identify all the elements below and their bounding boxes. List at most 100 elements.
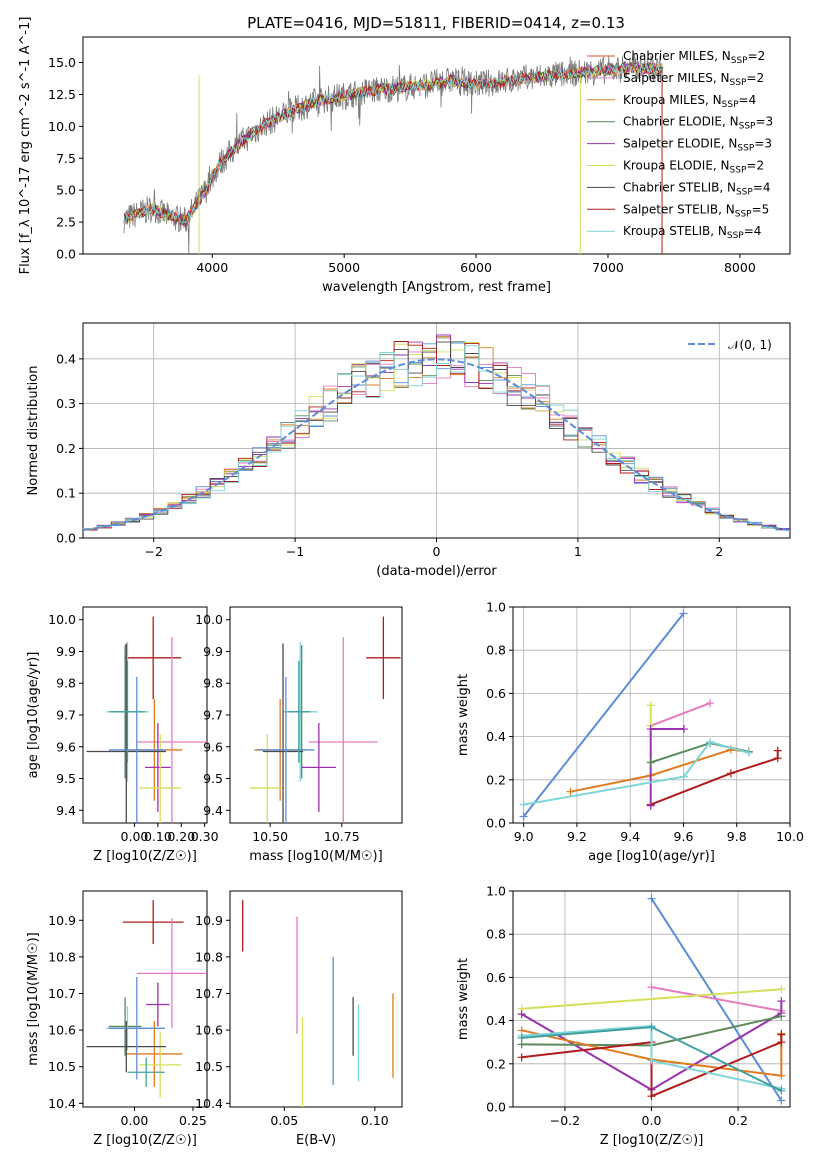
legend-entry: Chabrier STELIB, NSSP=4 bbox=[623, 180, 771, 197]
x-tick-label: 9.0 bbox=[514, 829, 534, 844]
residuals-panel: −2 −1 0 1 2 0.0 0.1 0.2 0.3 0.4 (data-model)/error… bbox=[26, 322, 791, 579]
error-bar-point bbox=[108, 977, 165, 1080]
x-tick-label: 10.50 bbox=[252, 829, 288, 844]
x-axis-label: E(B-V) bbox=[296, 1133, 336, 1148]
plus-marker bbox=[706, 738, 715, 746]
x-axis-label: wavelength [Angstrom, rest frame] bbox=[322, 280, 551, 295]
weight_vs_age-plot-area bbox=[519, 609, 782, 821]
spectrum-plot-area bbox=[123, 53, 664, 254]
x-tick-label: 9.6 bbox=[674, 829, 694, 844]
axes-frame bbox=[512, 606, 791, 824]
error-bar-point bbox=[122, 900, 184, 945]
y-axis-label: Normed distribution bbox=[26, 366, 41, 496]
age_vs_mass-panel: 10.50 10.75 9.4 9.5 9.6 9.7 9.8 9.9 10.0 mass [lo… bbox=[195, 606, 403, 864]
x-tick-label: 9.2 bbox=[567, 829, 587, 844]
plus-marker bbox=[777, 1086, 786, 1095]
model-fit-line bbox=[123, 62, 663, 225]
mass-weight-series-line bbox=[523, 740, 749, 806]
legend-entry: Kroupa STELIB, NSSP=4 bbox=[623, 224, 761, 241]
y-axis-label: mass weight bbox=[456, 958, 471, 1040]
y-tick-label: 0.2 bbox=[486, 1056, 506, 1071]
figure-title: PLATE=0416, MJD=51811, FIBERID=0414, z=0… bbox=[247, 14, 625, 32]
x-tick-label: 8000 bbox=[724, 260, 756, 275]
y-tick-label: 0.4 bbox=[486, 1013, 506, 1028]
y-tick-label: 9.9 bbox=[56, 644, 76, 659]
y-tick-label: 10.4 bbox=[195, 1096, 223, 1111]
mass-weight-series-line bbox=[650, 702, 711, 727]
y-tick-label: 0.6 bbox=[486, 970, 506, 985]
axes-frame bbox=[229, 890, 403, 1108]
axes-frame bbox=[82, 890, 208, 1108]
mass-weight-series-line bbox=[521, 1024, 782, 1090]
weight_vs_Z-plot-area bbox=[517, 894, 786, 1105]
y-tick-label: 10.0 bbox=[48, 119, 76, 134]
x-axis-label: (data-model)/error bbox=[376, 564, 497, 579]
y-tick-label: 0.8 bbox=[486, 927, 506, 942]
error-bar-point bbox=[86, 1020, 167, 1073]
y-tick-label: 10.5 bbox=[48, 1059, 76, 1074]
x-tick-label: 0.00 bbox=[121, 829, 149, 844]
error-bar-point bbox=[136, 918, 207, 1029]
residual-histogram bbox=[83, 351, 790, 531]
y-tick-label: 0.0 bbox=[486, 1100, 506, 1115]
x-axis-label: mass [log10(M/M☉)] bbox=[249, 849, 382, 864]
model-fit-line bbox=[123, 63, 663, 228]
model-fit-line bbox=[123, 62, 663, 226]
y-tick-label: 2.5 bbox=[56, 215, 76, 230]
y-tick-label: 1.0 bbox=[486, 884, 506, 899]
x-tick-label: −1 bbox=[286, 544, 304, 559]
plus-marker bbox=[517, 1033, 526, 1042]
y-tick-label: 10.0 bbox=[48, 612, 76, 627]
plus-marker bbox=[646, 801, 655, 810]
axes-frame bbox=[512, 890, 791, 1108]
error-bar-point bbox=[262, 643, 304, 823]
plus-marker bbox=[517, 1010, 526, 1019]
legend-entry: Salpeter ELODIE, NSSP=3 bbox=[623, 137, 772, 154]
y-tick-label: 0.3 bbox=[56, 396, 76, 411]
observed-spectrum-line bbox=[123, 53, 664, 254]
y-tick-label: 0.4 bbox=[486, 729, 506, 744]
plus-marker bbox=[679, 772, 688, 781]
legend-entry: Chabrier ELODIE, NSSP=3 bbox=[623, 115, 773, 132]
x-tick-label: 9.4 bbox=[620, 829, 640, 844]
error-bar-point bbox=[287, 661, 311, 763]
y-tick-label: 10.4 bbox=[48, 1096, 76, 1111]
error-bar-point bbox=[126, 1020, 183, 1087]
axes-frame bbox=[229, 606, 403, 824]
plus-marker bbox=[777, 1096, 786, 1105]
plus-marker bbox=[777, 985, 786, 994]
mass-weight-series-line bbox=[521, 1029, 783, 1077]
y-tick-label: 0.6 bbox=[486, 686, 506, 701]
error-bar-point bbox=[109, 661, 145, 763]
error-bar-point bbox=[366, 616, 401, 700]
y-tick-label: 0.4 bbox=[56, 351, 76, 366]
x-tick-label: 0.10 bbox=[144, 829, 172, 844]
plus-marker bbox=[679, 609, 688, 618]
y-tick-label: 9.4 bbox=[56, 803, 76, 818]
y-tick-label: 0.0 bbox=[56, 531, 76, 546]
y-tick-label: 9.4 bbox=[203, 803, 223, 818]
x-axis-label: Z [log10(Z/Z☉)] bbox=[93, 1133, 197, 1148]
plus-marker bbox=[517, 1053, 526, 1062]
plus-marker bbox=[773, 746, 782, 755]
mass-weight-series-line bbox=[570, 748, 749, 793]
y-tick-label: 0.0 bbox=[486, 816, 506, 831]
mass-weight-series-line bbox=[521, 1001, 783, 1091]
x-tick-label: 5000 bbox=[328, 260, 360, 275]
x-tick-label: 6000 bbox=[460, 260, 492, 275]
y-tick-label: 9.5 bbox=[56, 771, 76, 786]
x-axis-label: Z [log10(Z/Z☉)] bbox=[600, 1133, 704, 1148]
plus-marker bbox=[647, 1056, 656, 1065]
plus-marker bbox=[777, 1071, 786, 1080]
legend-entry: Kroupa MILES, NSSP=4 bbox=[623, 93, 756, 110]
error-bar-point bbox=[308, 637, 378, 823]
weight_vs_age-panel: 9.0 9.2 9.4 9.6 9.8 10.0 0.0 0.2 0.4 0.6 0.8 1.0 age… bbox=[456, 600, 804, 865]
x-tick-label: 0.25 bbox=[179, 1113, 207, 1128]
error-bar-point bbox=[136, 637, 207, 823]
error-bar-point bbox=[127, 1057, 165, 1087]
residuals-plot-area bbox=[83, 334, 790, 532]
mass_vs_ebv-panel: 0.05 0.10 10.4 10.5 10.6 10.7 10.8 10.9 E(B-V) bbox=[195, 890, 403, 1148]
axes-frame bbox=[82, 606, 208, 824]
weight_vs_Z-panel: −0.2 0.0 0.2 0.0 0.2 0.4 0.6 0.8 1.0 Z [log10(Z/Z… bbox=[456, 884, 791, 1148]
error-bar-point bbox=[108, 676, 165, 823]
